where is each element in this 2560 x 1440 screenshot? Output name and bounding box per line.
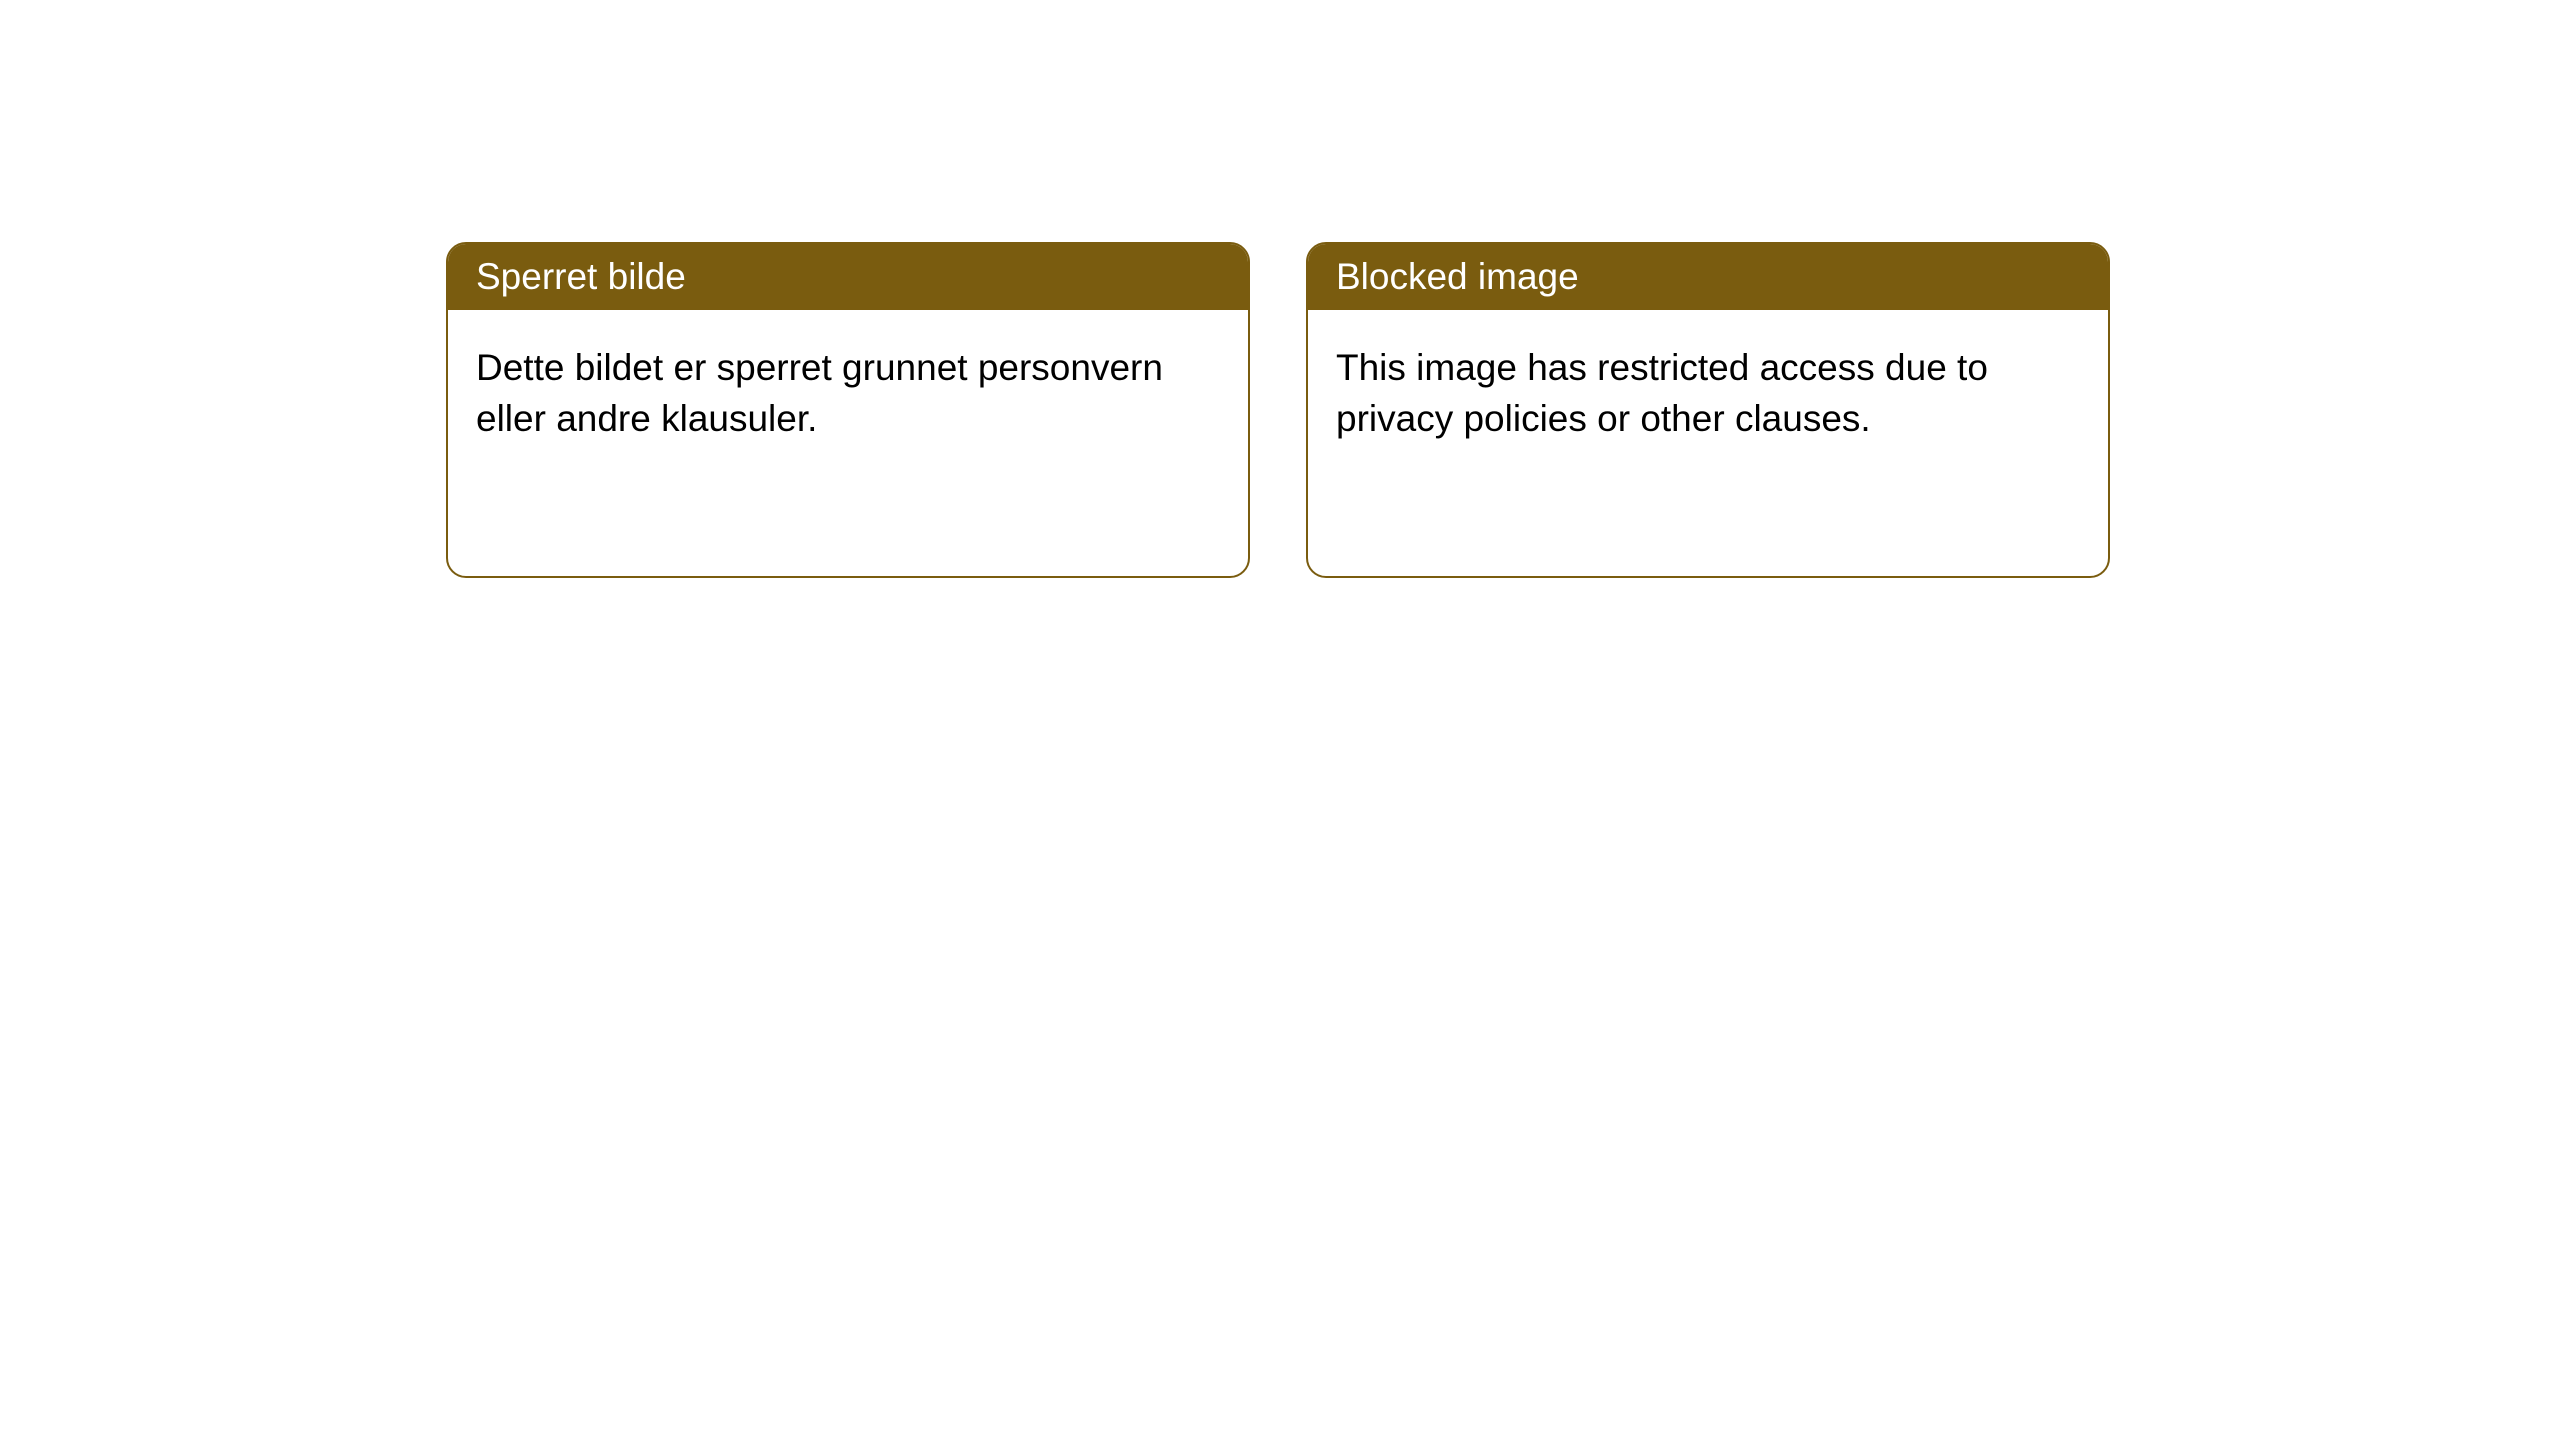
notice-card-no: Sperret bilde Dette bildet er sperret gr… bbox=[446, 242, 1250, 578]
notice-body-no: Dette bildet er sperret grunnet personve… bbox=[448, 310, 1248, 476]
notice-title-no: Sperret bilde bbox=[448, 244, 1248, 310]
notice-container: Sperret bilde Dette bildet er sperret gr… bbox=[446, 242, 2110, 578]
notice-card-en: Blocked image This image has restricted … bbox=[1306, 242, 2110, 578]
notice-body-en: This image has restricted access due to … bbox=[1308, 310, 2108, 476]
notice-title-en: Blocked image bbox=[1308, 244, 2108, 310]
